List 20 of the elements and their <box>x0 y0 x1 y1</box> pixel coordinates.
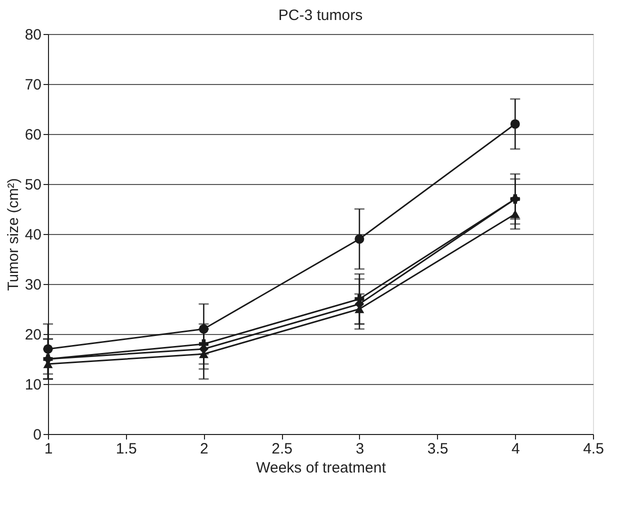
y-tick-label: 0 <box>33 426 42 444</box>
y-tick-label: 10 <box>24 376 42 394</box>
x-tick-label: 3.5 <box>427 440 448 458</box>
chart-title: PC-3 tumors <box>278 7 363 24</box>
y-tick-label: 70 <box>24 76 42 94</box>
x-axis-title: Weeks of treatment <box>256 460 387 476</box>
y-tick-label: 50 <box>24 176 42 194</box>
x-tick-label: 4 <box>511 440 520 458</box>
y-tick-label: 40 <box>24 226 42 244</box>
x-tick-label: 2 <box>200 440 208 458</box>
y-tick-label: 80 <box>24 26 42 44</box>
x-tick-label: 1.5 <box>116 440 137 458</box>
x-tick-label: 2.5 <box>272 440 292 458</box>
x-tick-label: 1 <box>44 440 53 458</box>
x-tick-label: 4.5 <box>583 440 604 458</box>
y-tick-label: 60 <box>24 126 42 144</box>
y-tick-label: 30 <box>24 276 42 294</box>
y-axis-title: Tumor size (cm²) <box>4 178 22 291</box>
x-tick-label: 3 <box>356 440 364 458</box>
y-tick-label: 20 <box>24 326 42 344</box>
